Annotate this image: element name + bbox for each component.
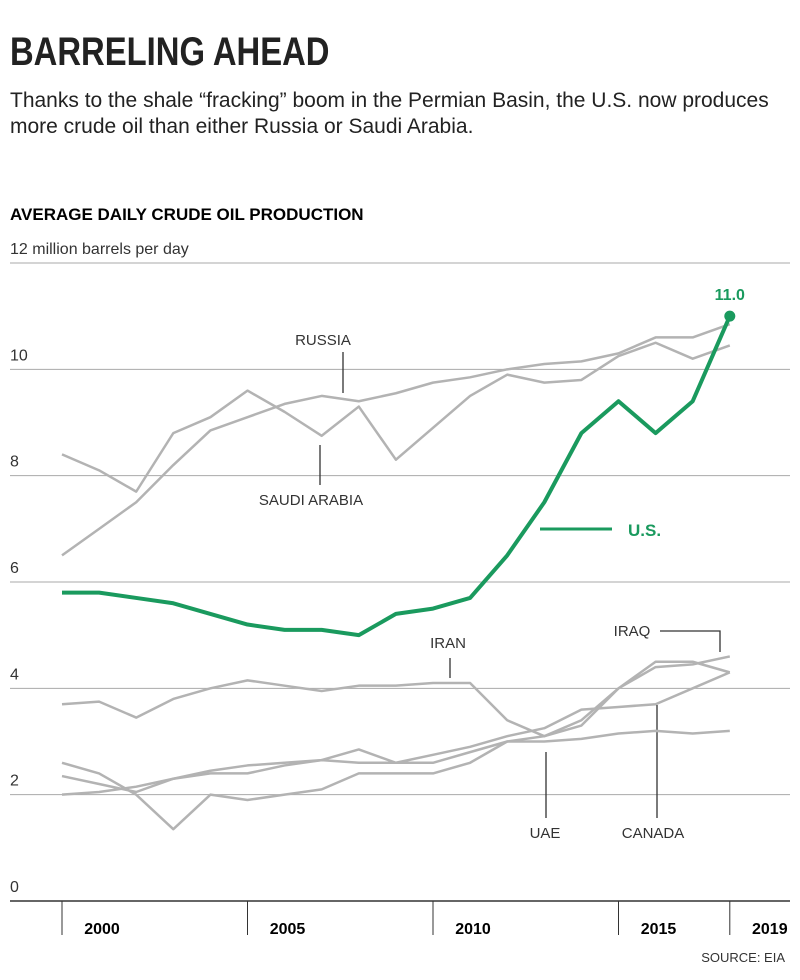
x-tick-label: 2015 — [641, 921, 677, 938]
series-label: RUSSIA — [295, 332, 351, 349]
subtitle: Thanks to the shale “fracking” boom in t… — [10, 89, 769, 138]
y-tick-label: 6 — [10, 560, 19, 577]
series-label: IRAQ — [614, 623, 651, 640]
x-tick-label: 2010 — [455, 921, 491, 938]
end-dot — [724, 310, 736, 322]
series-line — [62, 315, 732, 638]
y-tick-label: 8 — [10, 454, 19, 471]
x-tick-label: 2019 — [752, 921, 788, 938]
series-line — [61, 655, 731, 831]
series-line — [61, 341, 731, 493]
series-label: IRAN — [430, 635, 466, 652]
series-line — [61, 660, 731, 738]
value-label: 11.0 — [715, 287, 745, 304]
title: BARRELING AHEAD — [10, 30, 330, 74]
series-line — [61, 729, 730, 794]
series-label: CANADA — [622, 825, 685, 842]
chart-title: AVERAGE DAILY CRUDE OIL PRODUCTION — [10, 205, 364, 224]
y-tick-label: 4 — [10, 666, 19, 683]
y-tick-label: 2 — [10, 773, 19, 790]
x-tick-label: 2000 — [84, 921, 120, 938]
y-tick-label: 0 — [10, 879, 19, 896]
series-label: U.S. — [628, 521, 661, 540]
source: SOURCE: EIA — [701, 950, 785, 965]
y-tick-label: 12 million barrels per day — [10, 241, 189, 258]
x-tick-label: 2005 — [270, 921, 306, 938]
series-label: SAUDI ARABIA — [259, 492, 363, 509]
leader-line — [660, 630, 721, 652]
series-line — [61, 322, 731, 557]
y-tick-label: 10 — [10, 347, 28, 364]
series-label: UAE — [530, 825, 561, 842]
